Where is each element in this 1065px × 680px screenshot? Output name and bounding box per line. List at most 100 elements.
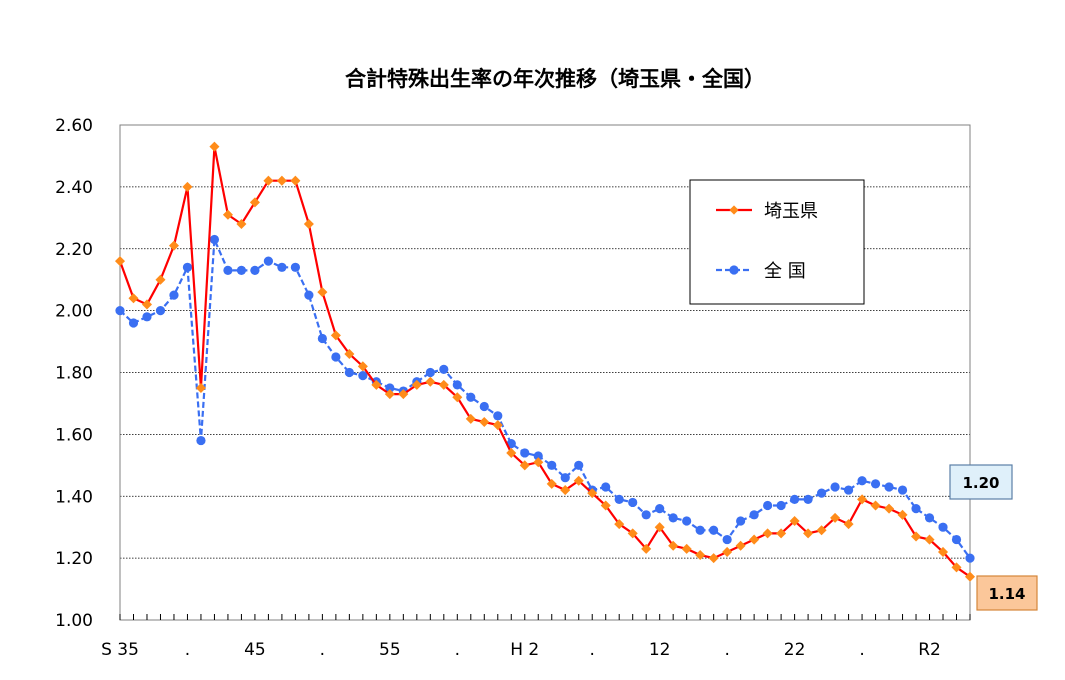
data-point bbox=[546, 478, 557, 489]
data-point bbox=[398, 389, 409, 400]
data-point bbox=[223, 265, 233, 276]
data-point bbox=[830, 482, 840, 492]
data-point bbox=[317, 287, 328, 298]
data-point bbox=[182, 262, 193, 272]
data-point bbox=[668, 513, 678, 523]
data-point bbox=[519, 460, 530, 471]
data-point bbox=[114, 256, 126, 267]
data-point bbox=[439, 364, 449, 375]
axes: 1.00 1.20 1.40 1.60 1.80 2.00 2.20 2.40 2.60 S 35… bbox=[55, 116, 971, 660]
data-point bbox=[816, 525, 827, 536]
data-point bbox=[573, 475, 584, 486]
data-point bbox=[466, 392, 476, 402]
data-point bbox=[614, 494, 624, 504]
x-tick-label: 45 bbox=[244, 640, 266, 660]
x-tick-label: H 2 bbox=[510, 640, 539, 660]
data-point bbox=[897, 509, 908, 520]
data-point bbox=[641, 510, 651, 520]
data-point bbox=[709, 525, 719, 535]
legend-box bbox=[689, 179, 865, 305]
data-point bbox=[560, 485, 571, 496]
series-layer bbox=[114, 141, 976, 582]
data-point bbox=[884, 503, 895, 514]
data-point bbox=[790, 494, 800, 504]
data-point bbox=[196, 435, 206, 446]
data-point bbox=[911, 531, 922, 542]
data-point bbox=[951, 534, 962, 545]
data-point bbox=[627, 528, 638, 539]
data-point bbox=[574, 460, 584, 470]
data-point bbox=[736, 516, 746, 526]
data-point bbox=[641, 543, 652, 554]
end-value-callouts: 1.20 1.14 bbox=[949, 464, 1038, 611]
x-tick-label: . bbox=[185, 640, 190, 660]
data-point bbox=[169, 290, 179, 300]
data-point bbox=[776, 528, 787, 539]
data-point bbox=[290, 175, 301, 186]
data-point bbox=[924, 513, 935, 523]
x-tick-label: . bbox=[455, 640, 460, 660]
data-point bbox=[479, 416, 490, 428]
data-point bbox=[452, 380, 462, 390]
data-point bbox=[965, 553, 975, 563]
data-point bbox=[411, 379, 422, 390]
data-point bbox=[249, 197, 260, 208]
data-point bbox=[628, 497, 638, 508]
data-point bbox=[195, 382, 206, 393]
y-tick-label: 2.00 bbox=[55, 302, 93, 322]
data-point bbox=[142, 312, 152, 322]
data-point bbox=[695, 550, 706, 561]
data-point bbox=[290, 262, 300, 272]
data-point bbox=[762, 528, 773, 539]
data-point bbox=[385, 383, 395, 393]
data-point bbox=[911, 504, 921, 514]
data-point bbox=[277, 262, 287, 272]
chart-title: 合計特殊出生率の年次推移（埼玉県・全国） bbox=[345, 67, 765, 91]
series-national bbox=[115, 234, 975, 563]
x-tick-label: R2 bbox=[918, 640, 941, 660]
data-point bbox=[425, 376, 436, 387]
data-point bbox=[964, 571, 976, 582]
data-point bbox=[857, 476, 867, 486]
data-point bbox=[749, 534, 760, 545]
legend-label: 埼玉県 bbox=[764, 201, 818, 222]
data-point bbox=[344, 348, 355, 359]
data-point bbox=[843, 519, 854, 530]
data-point bbox=[776, 500, 786, 511]
y-tick-label: 2.20 bbox=[55, 240, 93, 260]
callout-national: 1.20 bbox=[949, 464, 1013, 500]
data-point bbox=[358, 370, 368, 381]
x-tick-label: 12 bbox=[649, 640, 671, 660]
data-point bbox=[614, 519, 625, 530]
data-point bbox=[884, 482, 894, 492]
data-point bbox=[951, 562, 962, 573]
data-point bbox=[789, 515, 800, 527]
data-point bbox=[371, 379, 382, 390]
data-point bbox=[250, 265, 260, 276]
data-point bbox=[655, 504, 665, 514]
y-tick-label: 1.20 bbox=[55, 549, 93, 569]
data-point bbox=[452, 392, 463, 403]
data-point bbox=[924, 534, 935, 545]
data-point bbox=[897, 485, 908, 495]
data-point bbox=[115, 306, 125, 316]
data-point bbox=[803, 494, 813, 504]
x-tick-label: S 35 bbox=[101, 640, 139, 660]
x-tick-label: . bbox=[590, 640, 595, 660]
data-point bbox=[384, 389, 395, 400]
data-point bbox=[168, 240, 179, 251]
data-point bbox=[547, 460, 557, 470]
data-point bbox=[344, 367, 354, 378]
data-point bbox=[357, 361, 368, 372]
callout-saitama: 1.14 bbox=[976, 575, 1038, 611]
x-tick-label: . bbox=[724, 640, 729, 660]
data-point bbox=[816, 488, 827, 498]
data-point bbox=[938, 522, 948, 532]
data-point bbox=[681, 543, 692, 554]
legend-marker bbox=[729, 265, 739, 275]
data-point bbox=[763, 500, 773, 511]
data-point bbox=[155, 306, 166, 316]
data-point bbox=[141, 299, 153, 310]
